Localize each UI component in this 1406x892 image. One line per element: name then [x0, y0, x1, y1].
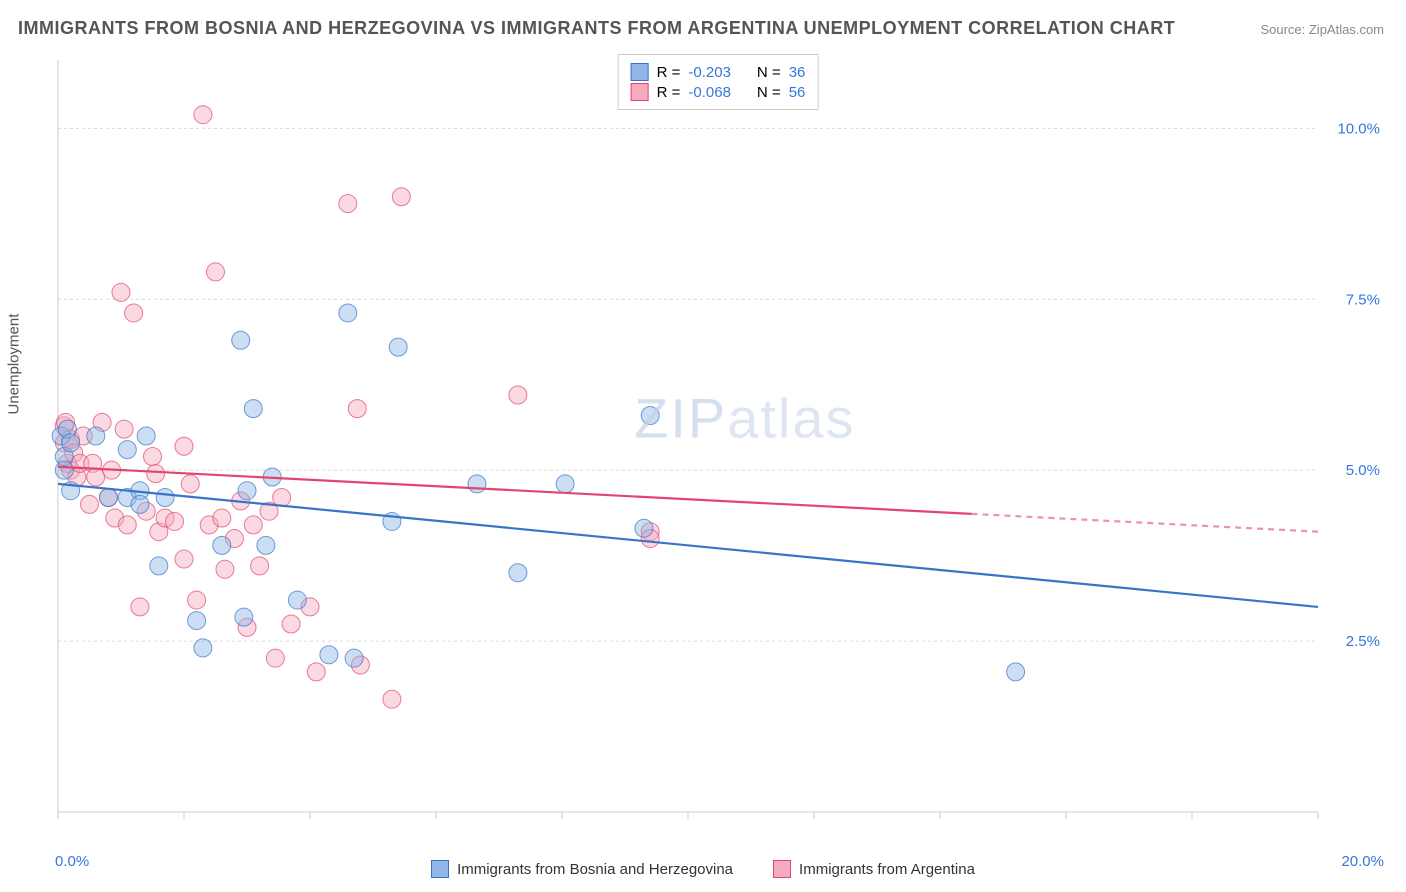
svg-text:5.0%: 5.0% [1346, 462, 1380, 479]
svg-text:2.5%: 2.5% [1346, 633, 1380, 650]
n-label: N = [757, 84, 781, 101]
scatter-chart-svg: 2.5% 5.0% 7.5% 10.0% [48, 50, 1388, 832]
swatch-argentina-bottom [773, 860, 791, 878]
svg-text:7.5%: 7.5% [1346, 291, 1380, 308]
legend-item-argentina: Immigrants from Argentina [773, 860, 975, 878]
source-attribution: Source: ZipAtlas.com [1260, 22, 1384, 37]
chart-title: IMMIGRANTS FROM BOSNIA AND HERZEGOVINA V… [18, 18, 1175, 39]
svg-text:10.0%: 10.0% [1337, 120, 1380, 137]
legend-item-bosnia: Immigrants from Bosnia and Herzegovina [431, 860, 733, 878]
legend-row-argentina: R = -0.068 N = 56 [631, 83, 806, 101]
chart-plot-area: 2.5% 5.0% 7.5% 10.0% R = -0.203 N = 36 R = … [48, 50, 1388, 832]
n-value-argentina: 56 [789, 84, 806, 101]
r-value-bosnia: -0.203 [688, 64, 731, 81]
r-label: R = [657, 84, 681, 101]
swatch-argentina [631, 83, 649, 101]
correlation-legend: R = -0.203 N = 36 R = -0.068 N = 56 [618, 54, 819, 110]
legend-row-bosnia: R = -0.203 N = 36 [631, 63, 806, 81]
legend-label-argentina: Immigrants from Argentina [799, 861, 975, 878]
n-value-bosnia: 36 [789, 64, 806, 81]
n-label: N = [757, 64, 781, 81]
y-axis-label: Unemployment [6, 314, 23, 415]
swatch-bosnia [631, 63, 649, 81]
series-legend: Immigrants from Bosnia and Herzegovina I… [0, 860, 1406, 878]
legend-label-bosnia: Immigrants from Bosnia and Herzegovina [457, 861, 733, 878]
r-label: R = [657, 64, 681, 81]
r-value-argentina: -0.068 [688, 84, 731, 101]
swatch-bosnia-bottom [431, 860, 449, 878]
